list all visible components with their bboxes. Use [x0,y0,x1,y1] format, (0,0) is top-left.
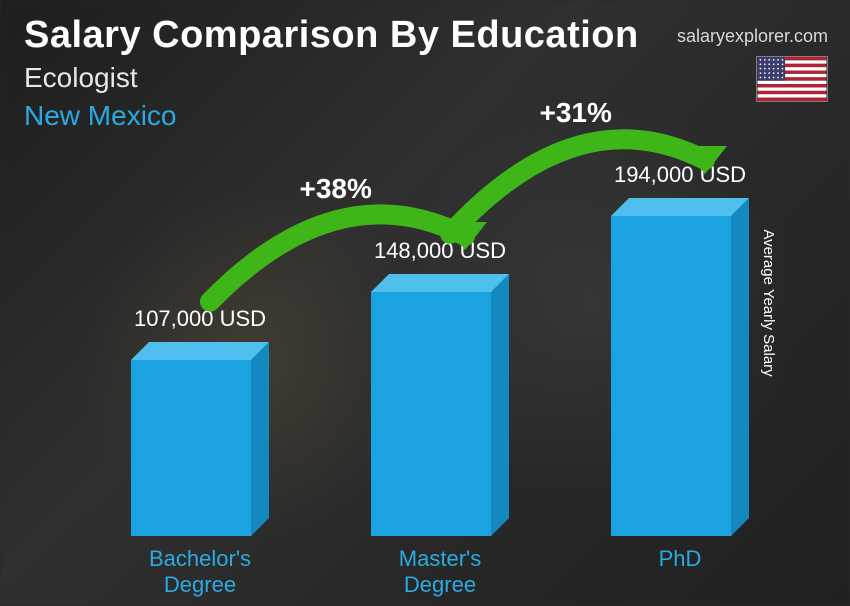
bar-front [611,216,731,536]
bar-group: 148,000 USDMaster's Degree [360,156,520,536]
page-title: Salary Comparison By Education [24,14,639,57]
category-label: Bachelor's Degree [149,546,251,599]
value-label: 194,000 USD [614,162,746,188]
value-label: 148,000 USD [374,238,506,264]
bar-side [251,342,269,536]
bar-side [731,198,749,536]
category-label: Master's Degree [399,546,481,599]
bar-top [611,198,749,216]
bar-front [131,360,251,536]
source-label: salaryexplorer.com [677,26,828,47]
percent-increase-label: +38% [300,173,372,205]
bar-top [131,342,269,360]
bar-group: 107,000 USDBachelor's Degree [120,156,280,536]
bar [611,198,749,536]
subtitle-region: New Mexico [24,100,176,132]
bar-side [491,274,509,536]
flag-icon [756,56,828,102]
content-root: Salary Comparison By Education Ecologist… [0,0,850,606]
bar-group: 194,000 USDPhD [600,156,760,536]
bar-top [371,274,509,292]
value-label: 107,000 USD [134,306,266,332]
bar [371,274,509,536]
percent-increase-label: +31% [540,97,612,129]
bar [131,342,269,536]
category-label: PhD [659,546,702,572]
bar-front [371,292,491,536]
bar-chart: 107,000 USDBachelor's Degree 148,000 USDM… [60,150,790,536]
subtitle-job: Ecologist [24,62,138,94]
